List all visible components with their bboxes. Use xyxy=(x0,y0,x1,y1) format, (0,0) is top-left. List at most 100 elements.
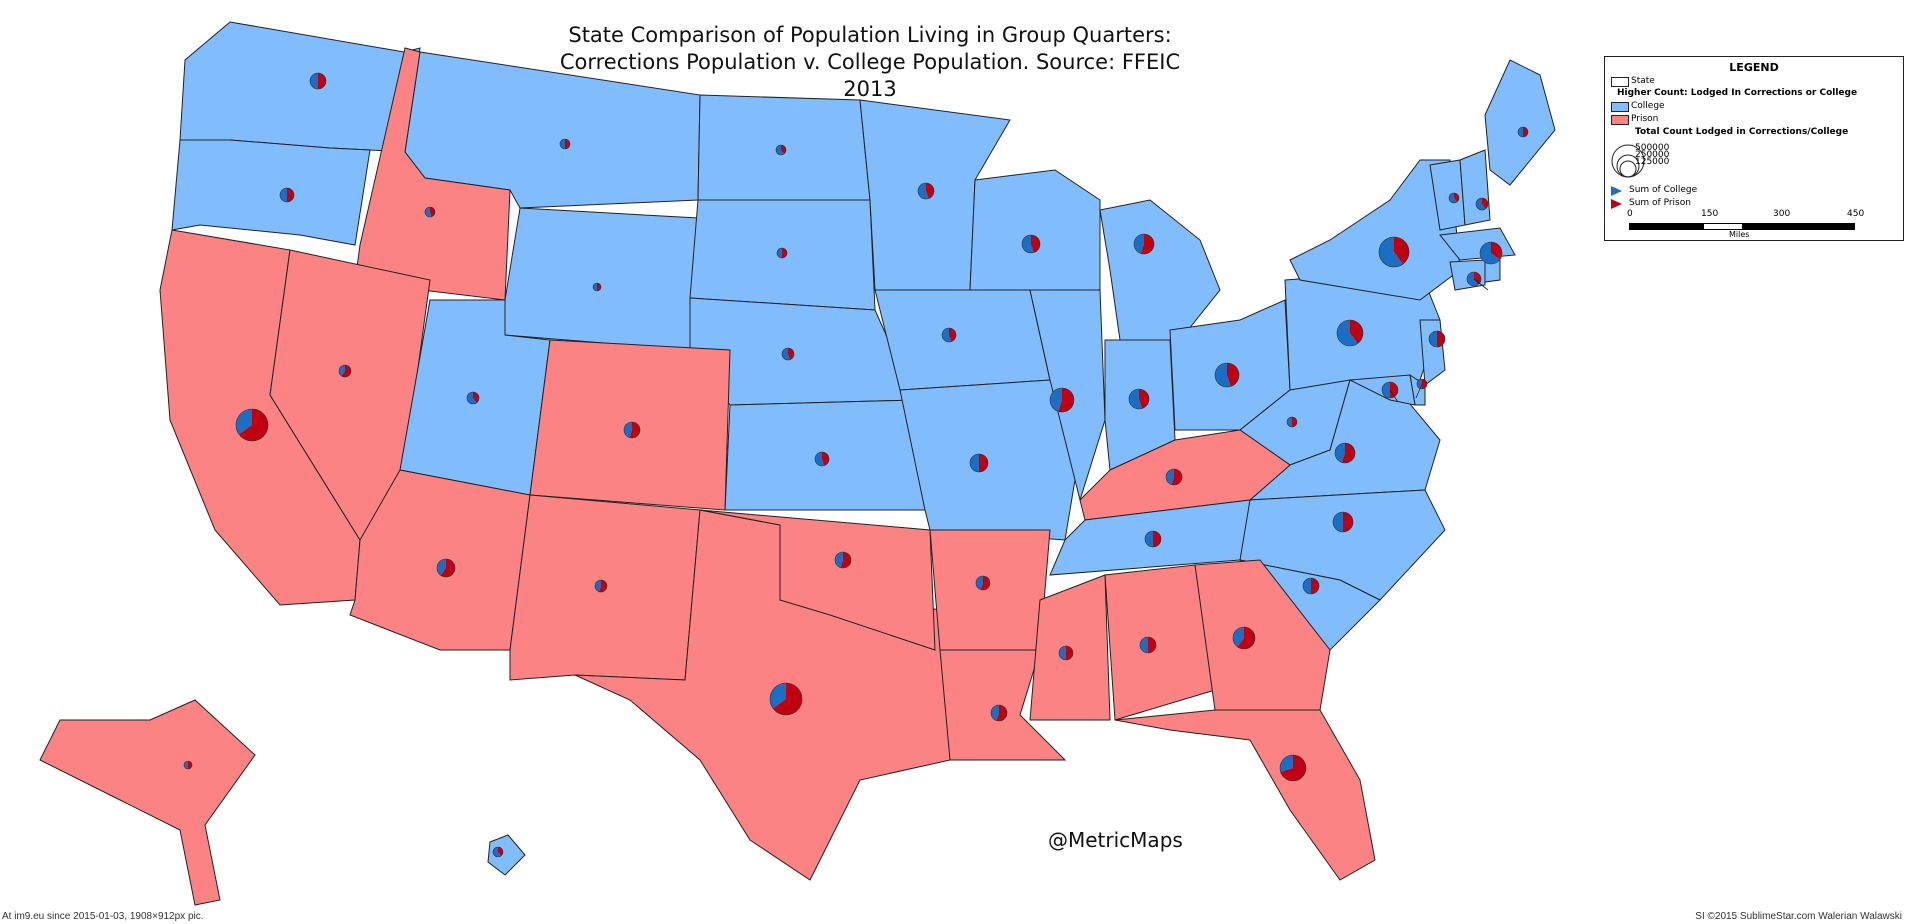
pie-mi-outline xyxy=(1133,233,1155,255)
pie-tx-outline xyxy=(769,682,803,716)
pie-nm-prison-slice xyxy=(599,580,607,592)
pie-ma-college-slice xyxy=(1480,242,1500,264)
pie-or-prison-slice xyxy=(287,188,294,202)
state-wyoming[interactable] xyxy=(504,207,699,351)
pie-ms-college-slice xyxy=(1059,646,1066,660)
pie-mo-college-slice xyxy=(970,454,979,472)
pie-hi-outline xyxy=(492,846,504,858)
pie-co-prison-slice xyxy=(629,422,640,438)
state-new-hampshire[interactable] xyxy=(1459,149,1491,226)
pie-tn-prison-slice xyxy=(1153,531,1161,547)
pie-id-outline xyxy=(424,206,436,218)
pie-wa-college-slice xyxy=(310,73,318,89)
pie-wi-college-slice xyxy=(1022,235,1034,253)
pie-de-outline xyxy=(1416,378,1428,390)
pie-nh-college-slice xyxy=(1476,198,1486,210)
pie-nv-outline xyxy=(338,364,352,378)
state-wisconsin[interactable] xyxy=(969,169,1101,291)
pie-ma-prison-slice xyxy=(1491,242,1502,260)
pie-ny-prison-slice xyxy=(1394,237,1410,265)
state-new-jersey[interactable] xyxy=(1419,319,1446,386)
pie-ak-outline xyxy=(183,760,193,770)
pie-ga-outline xyxy=(1232,626,1256,650)
size-circles-icon xyxy=(1611,144,1645,178)
pie-va-prison-slice xyxy=(1341,443,1355,463)
map-title: State Comparison of Population Living in… xyxy=(540,22,1200,103)
pie-hi-college-slice xyxy=(493,847,501,858)
pie-ms-prison-slice xyxy=(1066,646,1073,660)
pie-id-prison-slice xyxy=(430,207,435,217)
pie-sd-college-slice xyxy=(777,248,782,258)
pie-az-prison-slice xyxy=(440,559,456,577)
pie-ar-outline xyxy=(975,575,991,591)
pie-al-outline xyxy=(1139,636,1157,654)
total-count-heading: Total Count Lodged in Corrections/Colleg… xyxy=(1635,127,1849,137)
pie-mn-outline xyxy=(917,182,935,200)
pie-oh-outline xyxy=(1214,362,1240,388)
state-idaho[interactable] xyxy=(354,47,511,301)
pie-mt-outline xyxy=(559,138,571,150)
metricmaps-handle: @MetricMaps xyxy=(1048,828,1183,852)
pie-or-outline xyxy=(279,187,295,203)
pie-ca-college-slice xyxy=(235,408,252,435)
pie-la-outline xyxy=(990,704,1008,722)
pie-mo-prison-slice xyxy=(979,454,988,472)
pie-ok-prison-slice xyxy=(840,552,851,568)
pie-in-college-slice xyxy=(1128,389,1143,410)
pie-md-outline xyxy=(1381,381,1399,399)
footer-source-note: At im9.eu since 2015-01-03, 1908×912px p… xyxy=(2,911,204,922)
state-florida[interactable] xyxy=(1114,709,1376,881)
pie-ma-outline xyxy=(1479,241,1503,265)
states-layer xyxy=(39,21,1556,906)
pie-ia-college-slice xyxy=(942,328,952,342)
pointer-line-1 xyxy=(1389,389,1399,403)
prison-swatch xyxy=(1611,115,1629,125)
prison-label: Prison xyxy=(1631,114,1659,124)
pie-ks-college-slice xyxy=(815,452,825,466)
state-washington[interactable] xyxy=(179,21,421,153)
pie-fl-outline xyxy=(1279,754,1307,782)
pie-sc-outline xyxy=(1302,577,1320,595)
state-michigan[interactable] xyxy=(1099,199,1221,341)
pie-ok-college-slice xyxy=(835,552,843,568)
state-oregon[interactable] xyxy=(171,139,371,246)
scale-tick-300: 300 xyxy=(1773,209,1791,219)
pie-az-college-slice xyxy=(437,559,446,576)
state-georgia[interactable] xyxy=(1194,559,1331,711)
pie-nh-outline xyxy=(1475,197,1489,211)
pie-mt-prison-slice xyxy=(565,139,570,149)
pie-mt-college-slice xyxy=(560,139,565,149)
pie-vt-college-slice xyxy=(1449,193,1457,203)
legend-heading: LEGEND xyxy=(1729,61,1779,74)
pie-nc-prison-slice xyxy=(1343,512,1353,532)
state-hawaii[interactable] xyxy=(487,834,526,876)
state-arkansas[interactable] xyxy=(929,529,1051,651)
scale-unit: Miles xyxy=(1729,230,1750,239)
pie-mn-college-slice xyxy=(918,183,929,199)
pie-ct-prison-slice xyxy=(1474,272,1482,285)
pie-ut-prison-slice xyxy=(473,392,479,403)
size-labels: 500000 250000 125000 xyxy=(1635,143,1670,167)
pointer-lines xyxy=(1389,278,1489,403)
scale-tick-150: 150 xyxy=(1701,209,1719,219)
pie-nd-outline xyxy=(775,144,787,156)
pie-wa-outline xyxy=(309,72,327,90)
pie-pa-college-slice xyxy=(1337,320,1358,346)
pie-ok-outline xyxy=(834,551,852,569)
pie-mi-prison-slice xyxy=(1140,234,1154,254)
pie-ut-outline xyxy=(466,391,480,405)
state-iowa[interactable] xyxy=(874,289,1051,391)
title-line-1: State Comparison of Population Living in… xyxy=(568,23,1172,47)
pie-in-outline xyxy=(1128,388,1150,410)
state-maine[interactable] xyxy=(1484,59,1556,186)
pie-co-outline xyxy=(623,421,641,439)
pie-ia-outline xyxy=(941,327,957,343)
pie-wy-prison-slice xyxy=(597,283,601,291)
sum-college-label: Sum of College xyxy=(1629,185,1698,195)
state-new-york[interactable] xyxy=(1289,159,1461,301)
pie-md-prison-slice xyxy=(1390,382,1398,398)
state-alaska[interactable] xyxy=(39,699,256,906)
pie-me-college-slice xyxy=(1518,127,1523,137)
size-label-250000: 250000 xyxy=(1635,150,1670,160)
size-label-500000: 500000 xyxy=(1635,143,1670,153)
